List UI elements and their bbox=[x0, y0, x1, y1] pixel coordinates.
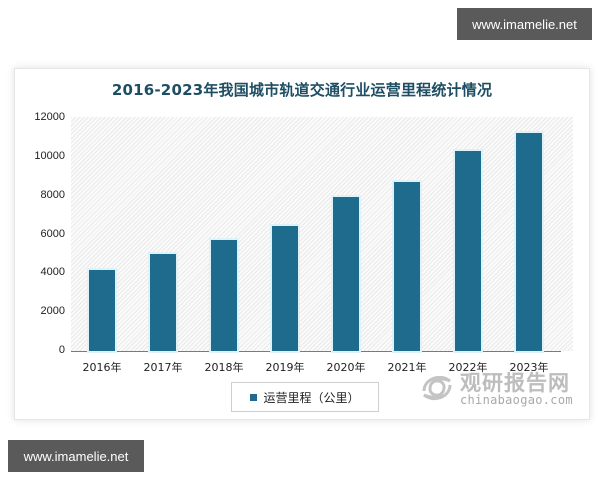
bar-2023年 bbox=[516, 133, 542, 351]
chart-title: 2016-2023年我国城市轨道交通行业运营里程统计情况 bbox=[111, 81, 493, 99]
chinabaogao-watermark: 观研报告网 chinabaogao.com bbox=[420, 367, 590, 411]
plot-area bbox=[71, 117, 573, 351]
x-tick-label: 2022年 bbox=[448, 361, 488, 374]
x-tick-label: 2020年 bbox=[326, 361, 366, 374]
y-tick-label: 12000 bbox=[34, 111, 65, 123]
bar-2017年 bbox=[150, 253, 176, 351]
chart-card: 2016-2023年我国城市轨道交通行业运营里程统计情况 运营里程（公里） 观研… bbox=[14, 68, 590, 420]
bar-2020年 bbox=[333, 196, 359, 351]
legend: 运营里程（公里） bbox=[231, 382, 379, 412]
bar-2016年 bbox=[89, 270, 115, 351]
x-axis-line bbox=[71, 351, 561, 352]
x-tick-label: 2019年 bbox=[265, 361, 305, 374]
bar-2018年 bbox=[211, 239, 237, 351]
bar-2021年 bbox=[394, 181, 420, 351]
x-tick-label: 2023年 bbox=[509, 361, 549, 374]
watermark-bottom: www.imamelie.net bbox=[8, 440, 144, 472]
x-tick-label: 2021年 bbox=[387, 361, 427, 374]
y-tick-label: 10000 bbox=[34, 149, 65, 162]
y-tick-label: 8000 bbox=[40, 188, 65, 201]
bar-2019年 bbox=[272, 226, 298, 351]
x-tick-label: 2016年 bbox=[82, 361, 122, 374]
x-tick-label: 2017年 bbox=[143, 361, 183, 374]
y-tick-label: 2000 bbox=[40, 305, 65, 318]
x-tick-label: 2018年 bbox=[204, 361, 244, 374]
y-tick-label: 6000 bbox=[40, 227, 65, 240]
legend-label: 运营里程（公里） bbox=[263, 390, 360, 405]
swirl-logo-icon bbox=[422, 375, 452, 401]
legend-swatch-icon bbox=[250, 393, 258, 401]
bar-2022年 bbox=[455, 151, 481, 351]
brand-en-text: chinabaogao.com bbox=[460, 393, 573, 407]
y-tick-label: 0 bbox=[58, 344, 65, 356]
brand-cn-text: 观研报告网 bbox=[460, 371, 570, 395]
y-tick-label: 4000 bbox=[40, 266, 65, 279]
watermark-top: www.imamelie.net bbox=[457, 8, 592, 40]
